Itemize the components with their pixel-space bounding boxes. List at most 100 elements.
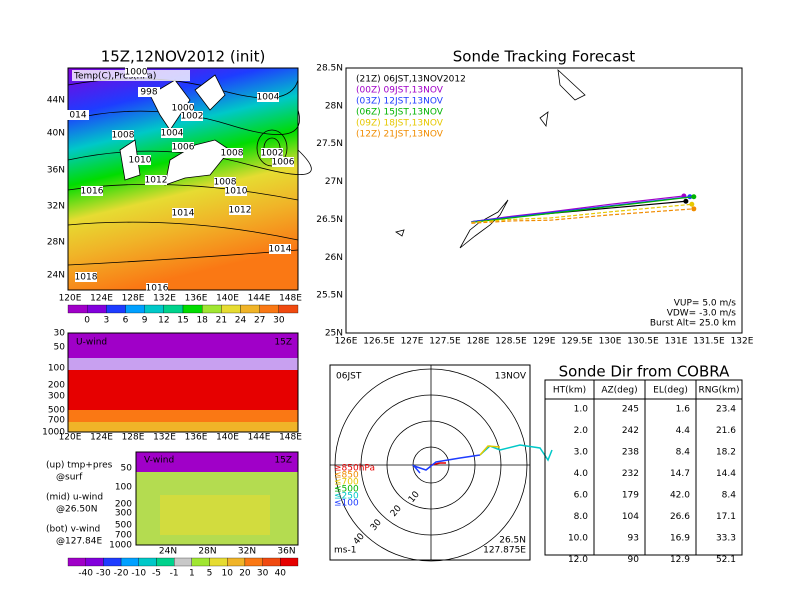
- label: 1: [189, 569, 195, 579]
- colorbar-cell: [262, 557, 281, 567]
- label: 12.9: [670, 555, 690, 565]
- colorbar-cell: [120, 557, 139, 567]
- tracking-title: Sonde Tracking Forecast: [453, 48, 636, 66]
- overlay-label: Temp(C),Pres(hPa): [73, 72, 156, 82]
- label: 14.4: [716, 469, 736, 479]
- contour-label-bg: [229, 205, 251, 215]
- label: 132E: [731, 337, 754, 347]
- label: 144E: [248, 294, 271, 304]
- label: 40N: [47, 129, 65, 139]
- label: 14.7: [670, 469, 690, 479]
- track-end: [689, 201, 695, 207]
- label: 2.0: [574, 426, 589, 436]
- table-frame: [544, 379, 743, 556]
- label: 500: [115, 521, 132, 531]
- table-title: Sonde Dir from COBRA: [559, 363, 730, 381]
- label: 126E: [335, 337, 358, 347]
- label: 0: [84, 316, 90, 326]
- label: 242: [622, 426, 639, 436]
- u-time: 15Z: [274, 338, 292, 348]
- label: 27: [254, 316, 265, 326]
- label: 1000: [125, 68, 148, 78]
- label: 30: [54, 329, 66, 339]
- label: 1004: [257, 93, 280, 103]
- label: 136E: [185, 294, 208, 304]
- label: 24N: [47, 271, 65, 281]
- hodo-lon: 127.875E: [483, 546, 526, 556]
- hodo-legend: ≤850: [334, 471, 359, 481]
- label: 1016: [146, 284, 169, 294]
- colorbar-cell: [87, 304, 107, 314]
- label: Burst Alt= 25.0 km: [650, 319, 736, 329]
- label: 140E: [216, 433, 239, 443]
- label: 120E: [59, 294, 82, 304]
- label: 28.5N: [316, 64, 343, 74]
- label: 104: [622, 512, 639, 522]
- hodo-legend: ≥850hPa: [334, 464, 375, 474]
- label: 12: [158, 316, 169, 326]
- label: @26.50N: [56, 505, 98, 515]
- label: 6.0: [574, 491, 589, 501]
- colorbar-cell: [191, 557, 210, 567]
- label: 10.0: [568, 534, 588, 544]
- label: 27.5N: [316, 139, 343, 149]
- colorbar-cell: [103, 557, 122, 567]
- label: 1004: [161, 129, 184, 139]
- label: 36N: [277, 547, 295, 557]
- label: 127E: [401, 337, 424, 347]
- colorbar-cell: [202, 304, 222, 314]
- label: 17.1: [716, 512, 736, 522]
- label: 128.5E: [495, 337, 527, 347]
- label: 8.4: [676, 448, 691, 458]
- label: 33.3: [716, 534, 736, 544]
- label: VUP= 5.0 m/s: [674, 299, 737, 309]
- label: 26N: [325, 253, 343, 263]
- label: VDW= -3.0 m/s: [667, 309, 737, 319]
- label: 3: [103, 316, 109, 326]
- label: 30: [257, 569, 269, 579]
- legend-entry: (12Z) 21JST,13NOV: [356, 130, 444, 140]
- label: 100: [48, 364, 65, 374]
- label: 120E: [59, 433, 82, 443]
- colorbar-cell: [138, 557, 157, 567]
- colorbar-cell: [67, 304, 88, 314]
- label: 131.5E: [693, 337, 725, 347]
- hodo-legend: ≤250: [334, 492, 359, 502]
- label: 1000: [109, 541, 132, 551]
- colorbar-cell: [106, 304, 126, 314]
- tracking-frame: [345, 67, 743, 334]
- track-end: [683, 198, 689, 204]
- label: 1.0: [574, 405, 589, 415]
- v-band: [136, 452, 298, 472]
- label: 128E: [467, 337, 490, 347]
- colorbar-cell: [259, 304, 279, 314]
- v-frame: [135, 451, 299, 546]
- label: 26.5N: [316, 215, 343, 225]
- label: 1012: [145, 176, 168, 186]
- label: 50: [121, 464, 133, 474]
- label: 5: [207, 569, 213, 579]
- label: HT(km): [553, 386, 586, 396]
- colorbar-cell: [209, 557, 228, 567]
- label: -40: [78, 569, 93, 579]
- label: @127.84E: [56, 537, 102, 547]
- contour-label-bg: [75, 272, 97, 282]
- label: 998: [140, 88, 157, 98]
- label: 132E: [153, 294, 176, 304]
- legend-entry: (00Z) 09JST,13NOV: [356, 86, 444, 96]
- label: -10: [131, 569, 146, 579]
- label: 18: [196, 316, 208, 326]
- label: 1.6: [676, 405, 691, 415]
- label: 28N: [47, 238, 65, 248]
- label: 52.1: [716, 555, 736, 565]
- contour-label-bg: [161, 128, 183, 138]
- label: (mid) u-wind: [46, 493, 103, 503]
- label: 124E: [90, 433, 113, 443]
- hodo-unit: ms-1: [334, 546, 356, 556]
- label: 130.5E: [627, 337, 659, 347]
- u-band: [68, 370, 298, 410]
- label: 24: [235, 316, 247, 326]
- map-title: 15Z,12NOV2012 (init): [101, 48, 266, 66]
- label: 1010: [225, 187, 248, 197]
- colorbar-cell: [278, 304, 299, 314]
